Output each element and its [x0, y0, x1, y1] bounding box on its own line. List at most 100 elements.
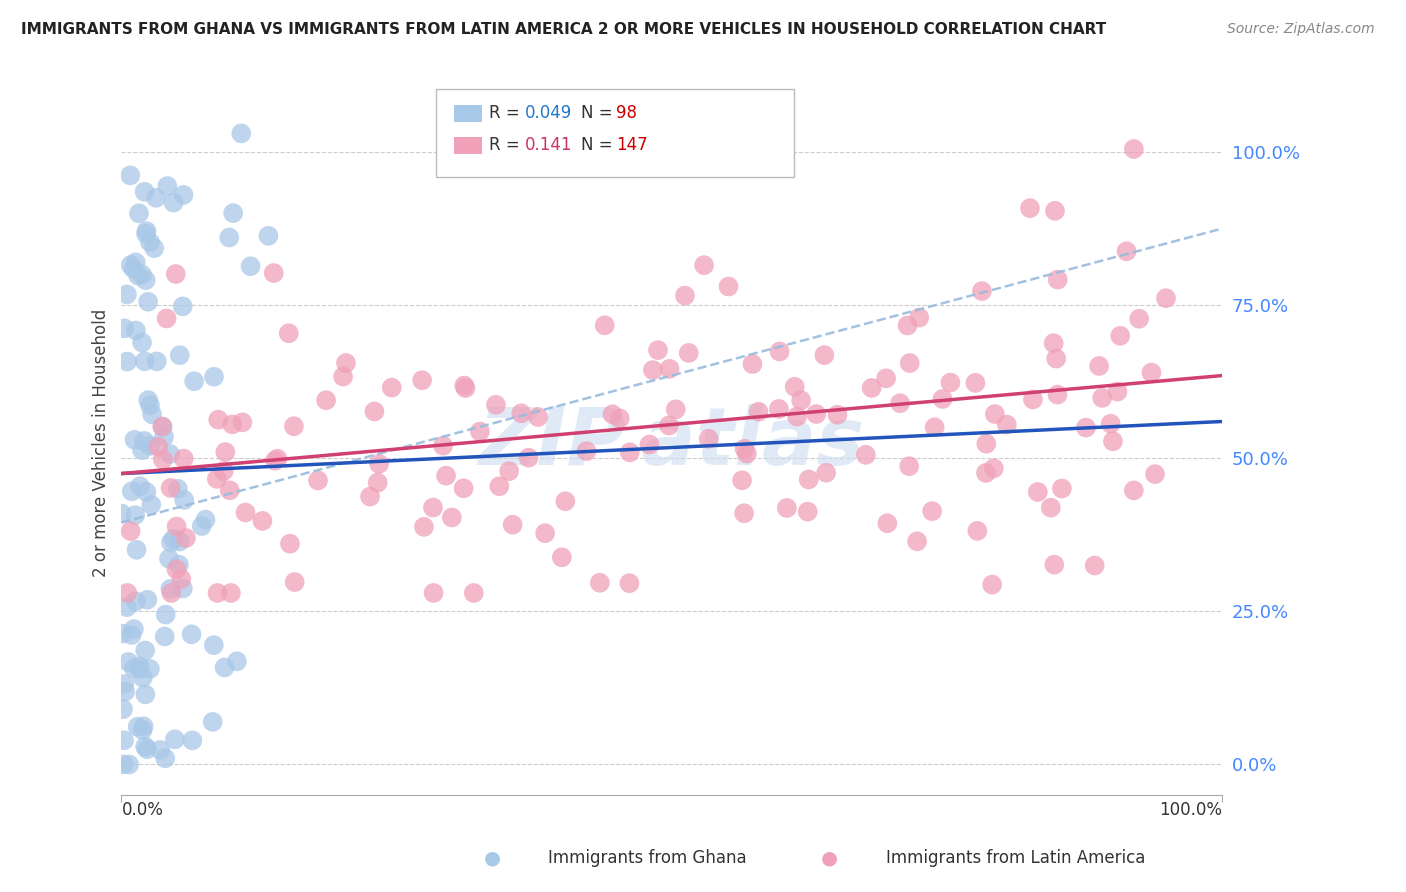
Point [786, 409, 808, 424]
Point [183, 374, 205, 388]
Point [120, 169, 142, 183]
Point [502, 517, 524, 532]
Point [173, 188, 195, 202]
Point [741, 357, 763, 371]
Point [1043, 203, 1066, 218]
Text: 98: 98 [616, 104, 637, 122]
Point [127, 268, 149, 283]
Point [155, 751, 177, 765]
Point [908, 310, 931, 325]
Point [231, 416, 253, 430]
Point [983, 461, 1005, 475]
Point [167, 558, 190, 572]
Point [252, 514, 274, 528]
Point [733, 506, 755, 520]
Point [806, 407, 828, 421]
Point [488, 479, 510, 493]
Point [132, 670, 155, 684]
Point [813, 348, 835, 362]
Point [434, 468, 457, 483]
Point [135, 227, 157, 241]
Point [797, 472, 820, 486]
Point [159, 582, 181, 596]
Point [173, 493, 195, 508]
Point [463, 586, 485, 600]
Y-axis label: 2 or more Vehicles in Household: 2 or more Vehicles in Household [93, 309, 110, 577]
Point [155, 311, 177, 326]
Point [1042, 336, 1064, 351]
Point [790, 393, 813, 408]
Point [609, 411, 631, 425]
Point [112, 321, 135, 335]
Point [135, 224, 157, 238]
Point [510, 406, 533, 420]
Point [121, 628, 143, 642]
Point [966, 524, 988, 538]
Point [205, 472, 228, 486]
Point [665, 402, 688, 417]
Point [453, 378, 475, 392]
Point [114, 684, 136, 698]
Point [1107, 384, 1129, 399]
Point [422, 500, 444, 515]
Point [212, 464, 235, 478]
Point [170, 572, 193, 586]
Point [889, 396, 911, 410]
Point [995, 417, 1018, 432]
Point [169, 534, 191, 549]
Point [122, 661, 145, 675]
Point [783, 380, 806, 394]
Point [139, 235, 162, 250]
Point [159, 447, 181, 461]
Point [131, 443, 153, 458]
Point [619, 445, 641, 459]
Point [931, 392, 953, 406]
Point [551, 550, 574, 565]
Point [131, 723, 153, 737]
Point [283, 419, 305, 434]
Text: Immigrants from Ghana: Immigrants from Ghana [548, 849, 747, 867]
Point [136, 393, 159, 408]
Text: N =: N = [581, 104, 617, 122]
Point [575, 444, 598, 458]
Point [218, 483, 240, 498]
Point [647, 343, 669, 358]
Point [1045, 351, 1067, 366]
Point [534, 526, 557, 541]
Point [413, 520, 436, 534]
Point [1088, 359, 1111, 373]
Point [152, 419, 174, 434]
Point [172, 299, 194, 313]
Point [266, 451, 288, 466]
Point [235, 506, 257, 520]
Point [194, 513, 217, 527]
Point [796, 505, 818, 519]
Point [136, 592, 159, 607]
Point [981, 577, 1004, 591]
Point [875, 371, 897, 385]
Point [602, 407, 624, 421]
Point [453, 481, 475, 495]
Text: Source: ZipAtlas.com: Source: ZipAtlas.com [1227, 22, 1375, 37]
Point [1102, 434, 1125, 449]
Point [120, 258, 142, 272]
Point [148, 440, 170, 454]
Point [876, 516, 898, 531]
Point [731, 473, 754, 487]
Point [1043, 558, 1066, 572]
Point [1039, 500, 1062, 515]
Point [131, 335, 153, 350]
Point [117, 655, 139, 669]
Point [974, 466, 997, 480]
Point [174, 531, 197, 545]
Point [163, 732, 186, 747]
Point [335, 356, 357, 370]
Point [855, 448, 877, 462]
Point [368, 457, 391, 471]
Point [970, 284, 993, 298]
Point [619, 576, 641, 591]
Point [554, 494, 576, 508]
Point [1091, 391, 1114, 405]
Point [141, 408, 163, 422]
Point [1122, 142, 1144, 156]
